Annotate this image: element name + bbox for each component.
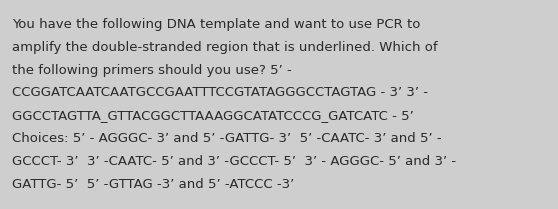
Text: GCCCT- 3’  3’ -CAATC- 5’ and 3’ -GCCCT- 5’  3’ - AGGGC- 5’ and 3’ -: GCCCT- 3’ 3’ -CAATC- 5’ and 3’ -GCCCT- 5… xyxy=(12,155,456,168)
Text: GATTG- 5’  5’ -GTTAG -3’ and 5’ -ATCCC -3’: GATTG- 5’ 5’ -GTTAG -3’ and 5’ -ATCCC -3… xyxy=(12,178,294,191)
Text: the following primers should you use? 5’ -: the following primers should you use? 5’… xyxy=(12,64,292,77)
Text: amplify the double-stranded region that is underlined. Which of: amplify the double-stranded region that … xyxy=(12,41,437,54)
Text: GGCCTAGTTA_GTTACGGCTTAAAGGCATATCCCG_GATCATC - 5’: GGCCTAGTTA_GTTACGGCTTAAAGGCATATCCCG_GATC… xyxy=(12,109,413,122)
Text: Choices: 5’ - AGGGC- 3’ and 5’ -GATTG- 3’  5’ -CAATC- 3’ and 5’ -: Choices: 5’ - AGGGC- 3’ and 5’ -GATTG- 3… xyxy=(12,132,441,145)
Text: You have the following DNA template and want to use PCR to: You have the following DNA template and … xyxy=(12,18,420,31)
Text: CCGGATCAATCAATGCCGAATTTCCGTATAGGGCCTAGTAG - 3’ 3’ -: CCGGATCAATCAATGCCGAATTTCCGTATAGGGCCTAGTA… xyxy=(12,86,428,99)
